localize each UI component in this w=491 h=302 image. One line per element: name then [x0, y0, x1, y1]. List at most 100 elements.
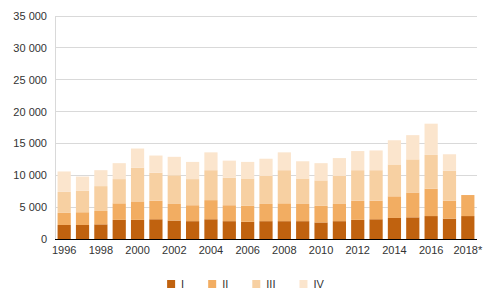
bar-segment [388, 140, 401, 164]
x-tick: 2016 [419, 239, 443, 256]
y-tick: 15 000 [13, 137, 55, 149]
bar-segment [296, 204, 309, 221]
bar-segment [314, 180, 327, 205]
x-tick-label: 1998 [89, 244, 113, 256]
y-tick-label: 10 000 [13, 169, 47, 181]
bar-segment [204, 152, 217, 170]
y-tick-label: 25 000 [13, 74, 47, 86]
bar-segment [241, 162, 254, 179]
bar-segment [443, 154, 456, 171]
y-tick-label: 20 000 [13, 106, 47, 118]
y-tick: 10 000 [13, 169, 55, 181]
legend-label: II [222, 278, 228, 290]
bar-segment [131, 149, 144, 168]
x-tick: 2008 [272, 239, 296, 256]
bar-segment [425, 189, 438, 216]
legend-label: IV [313, 278, 324, 290]
bar-segment [113, 203, 126, 220]
x-tick-label: 2012 [345, 244, 369, 256]
bar-segment [333, 176, 346, 204]
grid-line [55, 79, 477, 80]
bar-segment [168, 157, 181, 175]
bar-segment [425, 124, 438, 155]
grid [55, 16, 477, 239]
bar-segment [351, 220, 364, 239]
bar-segment [149, 173, 162, 201]
x-tick-label: 2002 [162, 244, 186, 256]
y-tick-label: 15 000 [13, 137, 47, 149]
bar-segment [76, 225, 89, 239]
bar-segment [223, 205, 236, 221]
y-tick: 30 000 [13, 42, 55, 54]
bar-segment [296, 161, 309, 178]
x-axis: 1996199820002002200420062008201020122014… [52, 239, 483, 256]
x-tick-label: 2016 [419, 244, 443, 256]
bar-segment [241, 222, 254, 239]
grid-line [55, 16, 477, 17]
plot: 0 5 000 10 000 15 000 20 000 25 000 30 000 35 0… [13, 10, 483, 256]
bar-segment [186, 179, 199, 205]
chart: 0 5 000 10 000 15 000 20 000 25 000 30 000 35 0… [0, 0, 491, 302]
bars [58, 124, 475, 239]
bar-segment [351, 151, 364, 170]
bar-segment [168, 221, 181, 239]
bar-segment [94, 224, 107, 239]
x-axis-line [55, 239, 477, 240]
legend-swatch [167, 280, 175, 288]
legend-item: IV [299, 278, 324, 290]
y-tick: 5 000 [19, 201, 55, 213]
y-axis-line [55, 17, 56, 240]
bar-segment [314, 222, 327, 239]
bar-segment [76, 177, 89, 191]
bar-segment [443, 201, 456, 219]
bar-segment [186, 221, 199, 239]
bar-segment [131, 201, 144, 219]
bar-segment [131, 220, 144, 239]
x-tick: 2012 [345, 239, 369, 256]
bar-segment [168, 175, 181, 204]
x-tick: 1998 [89, 239, 113, 256]
x-tick: 2006 [235, 239, 259, 256]
bar-segment [443, 219, 456, 239]
bar-segment [333, 204, 346, 221]
bar-segment [369, 170, 382, 201]
bar-segment [204, 170, 217, 200]
legend-label: I [181, 278, 184, 290]
bar-segment [204, 200, 217, 219]
bar-segment [241, 206, 254, 222]
x-tick: 2010 [309, 239, 333, 256]
bar-segment [259, 221, 272, 239]
bar-segment [113, 163, 126, 179]
bar-segment [388, 196, 401, 218]
bar-segment [113, 179, 126, 203]
bar-segment [223, 221, 236, 239]
legend-item: II [208, 278, 228, 290]
bar-segment [369, 150, 382, 170]
y-tick-label: 35 000 [13, 10, 47, 22]
bar-segment [149, 219, 162, 239]
x-tick-label: 1996 [52, 244, 76, 256]
bar-segment [241, 178, 254, 205]
bar-segment [461, 216, 474, 239]
legend-item: I [167, 278, 184, 290]
bar-segment [406, 192, 419, 217]
y-tick: 20 000 [13, 106, 55, 118]
bar-segment [425, 155, 438, 189]
y-axis: 0 5 000 10 000 15 000 20 000 25 000 30 000 35 0… [13, 10, 55, 245]
legend: IIIIIIIV [167, 278, 324, 290]
bar-segment [76, 212, 89, 225]
bar-segment [351, 201, 364, 220]
y-tick-label: 5 000 [19, 201, 47, 213]
bar-segment [278, 152, 291, 170]
x-tick: 2004 [199, 239, 223, 256]
y-tick: 35 000 [13, 10, 55, 22]
legend-swatch [208, 280, 216, 288]
y-tick-label: 0 [41, 233, 47, 245]
bar-segment [94, 211, 107, 224]
x-tick-label: 2006 [235, 244, 259, 256]
bar-segment [58, 171, 71, 191]
x-tick-label: 2004 [199, 244, 223, 256]
bar-segment [443, 171, 456, 201]
bar-segment [113, 220, 126, 239]
bar-segment [149, 156, 162, 173]
